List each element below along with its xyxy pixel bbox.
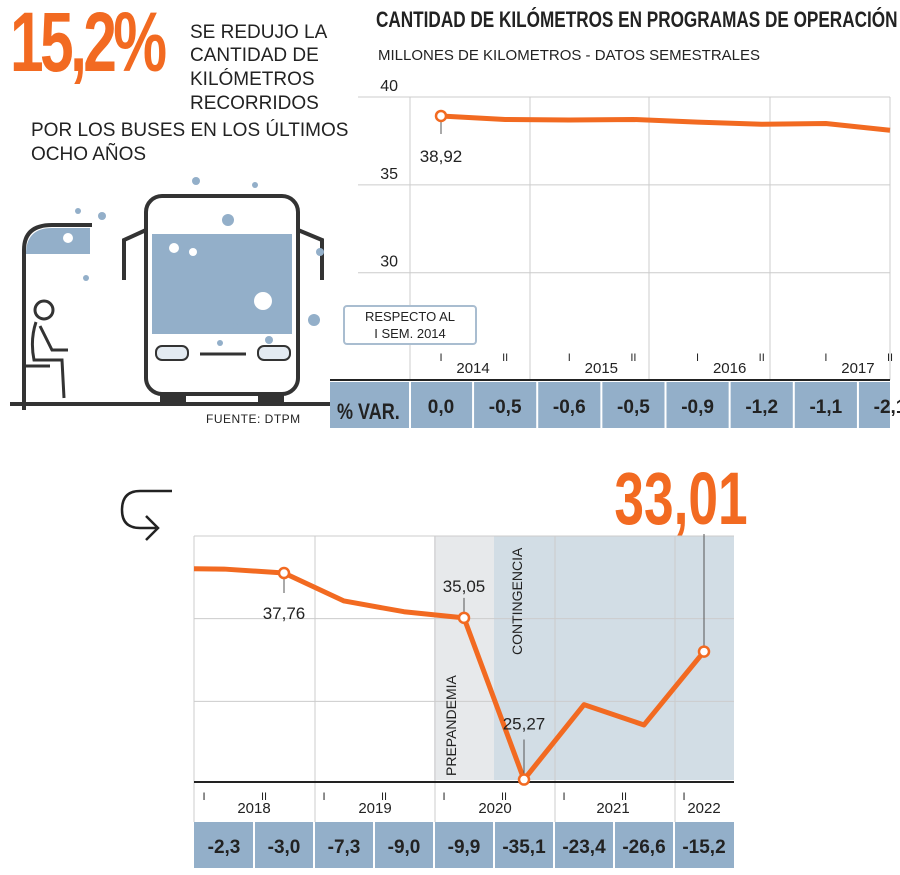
contingency-shade bbox=[494, 536, 734, 780]
data-point bbox=[434, 109, 448, 123]
var-value: -26,6 bbox=[622, 837, 665, 858]
semester-mark: II bbox=[621, 791, 627, 803]
data-label: 35,05 bbox=[443, 577, 486, 596]
semester-mark: II bbox=[381, 791, 387, 803]
headline-text-line: POR LOS BUSES EN LOS ÚLTIMOS bbox=[31, 120, 349, 141]
var-value: -3,0 bbox=[268, 837, 301, 858]
callout-line: RESPECTO AL bbox=[364, 309, 456, 324]
x-tick-label: 2021 bbox=[596, 800, 629, 817]
series-line bbox=[193, 566, 706, 783]
data-label: 25,27 bbox=[503, 715, 546, 734]
x-tick-label: 2020 bbox=[478, 800, 511, 817]
x-tick-label: 2014 bbox=[456, 360, 489, 377]
headline-text-line: SE REDUJO LA bbox=[190, 22, 328, 43]
chart-subtitle: MILLONES DE KILOMETROS - DATOS SEMESTRAL… bbox=[378, 47, 761, 64]
var-value: -0,5 bbox=[617, 397, 650, 418]
semester-mark: I bbox=[322, 791, 325, 803]
y-tick-label: 30 bbox=[380, 254, 398, 271]
var-label: % VAR. bbox=[337, 400, 400, 424]
semester-mark: II bbox=[501, 791, 507, 803]
data-point bbox=[697, 645, 711, 658]
series-line bbox=[440, 113, 891, 133]
bus-icon bbox=[122, 194, 324, 406]
headline-percentage: 15,2% bbox=[10, 0, 167, 89]
var-band bbox=[194, 822, 734, 868]
var-value: -7,3 bbox=[328, 837, 361, 858]
var-value: -0,6 bbox=[553, 397, 586, 418]
var-band bbox=[330, 382, 890, 428]
final-value-label: 33,01 bbox=[614, 457, 747, 540]
var-value: -2,1 bbox=[874, 397, 900, 418]
bus-stop-illustration bbox=[10, 177, 340, 410]
semester-mark: I bbox=[439, 352, 442, 364]
var-value: -9,0 bbox=[388, 837, 421, 858]
y-tick-label: 35 bbox=[380, 166, 398, 183]
var-value: 0,0 bbox=[428, 397, 454, 418]
var-value: -1,1 bbox=[809, 397, 842, 418]
x-tick-label: 2016 bbox=[713, 360, 746, 377]
var-value: -1,2 bbox=[745, 397, 778, 418]
prepandemic-shade bbox=[434, 536, 494, 780]
semester-mark: I bbox=[442, 791, 445, 803]
var-value: -15,2 bbox=[682, 837, 725, 858]
semester-mark: I bbox=[202, 791, 205, 803]
data-point bbox=[517, 773, 531, 786]
callout-line: I SEM. 2014 bbox=[374, 326, 446, 341]
headline-text-line: CANTIDAD DE bbox=[190, 45, 319, 66]
callout-box: RESPECTO AL I SEM. 2014 bbox=[343, 305, 477, 345]
semester-mark: I bbox=[824, 352, 827, 364]
y-tick-label: 40 bbox=[380, 78, 398, 95]
data-point bbox=[457, 611, 471, 625]
semester-mark: I bbox=[682, 791, 685, 803]
var-value: -9,9 bbox=[448, 837, 481, 858]
x-tick-label: 2015 bbox=[585, 360, 618, 377]
snow-dots-icon bbox=[75, 177, 324, 346]
headline-text-line: OCHO AÑOS bbox=[31, 144, 147, 165]
period-label: CONTINGENCIA bbox=[509, 547, 525, 655]
x-tick-label: 2022 bbox=[687, 800, 720, 817]
semester-mark: II bbox=[887, 352, 893, 364]
person-icon bbox=[26, 299, 68, 399]
source-note: FUENTE: DTPM bbox=[206, 412, 301, 426]
semester-mark: II bbox=[630, 352, 636, 364]
var-value: -23,4 bbox=[562, 837, 606, 858]
var-value: -35,1 bbox=[502, 837, 546, 858]
data-point bbox=[277, 566, 291, 580]
semester-mark: I bbox=[568, 352, 571, 364]
data-label: 38,92 bbox=[420, 147, 463, 166]
x-tick-label: 2018 bbox=[237, 800, 270, 817]
var-value: -0,9 bbox=[681, 397, 714, 418]
semester-mark: II bbox=[502, 352, 508, 364]
data-label: 37,76 bbox=[263, 604, 306, 623]
semester-mark: I bbox=[562, 791, 565, 803]
continuation-arrow-icon bbox=[120, 489, 172, 541]
x-tick-label: 2017 bbox=[841, 360, 874, 377]
headline-text-line: RECORRIDOS bbox=[190, 93, 319, 114]
var-value: -2,3 bbox=[208, 837, 241, 858]
chart-title: CANTIDAD DE KILÓMETROS EN PROGRAMAS DE O… bbox=[376, 7, 898, 32]
period-label: PREPANDEMIA bbox=[443, 674, 459, 776]
semester-mark: II bbox=[759, 352, 765, 364]
headline-text-line: KILÓMETROS bbox=[190, 69, 315, 90]
x-tick-label: 2019 bbox=[358, 800, 391, 817]
semester-mark: I bbox=[696, 352, 699, 364]
semester-mark: II bbox=[261, 791, 267, 803]
var-value: -0,5 bbox=[489, 397, 522, 418]
